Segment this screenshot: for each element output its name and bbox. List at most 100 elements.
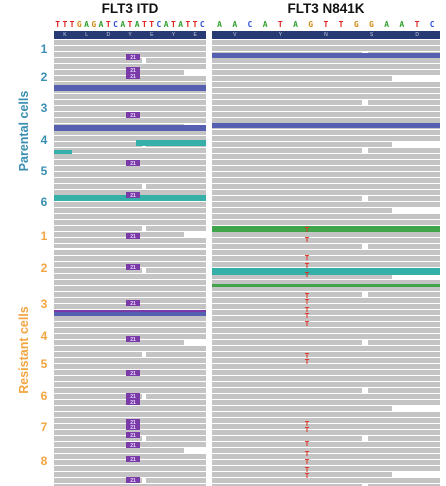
read — [54, 478, 142, 483]
mismatch-base: T — [305, 467, 310, 474]
read — [54, 448, 184, 453]
read — [212, 94, 440, 99]
mismatch-base: T — [305, 313, 310, 320]
read — [54, 100, 206, 105]
read — [54, 202, 206, 207]
read — [212, 274, 392, 279]
reference-base: A — [399, 20, 405, 29]
read — [212, 148, 362, 153]
amino-acid: D — [415, 32, 419, 38]
read — [212, 184, 440, 189]
read — [212, 406, 392, 411]
read — [54, 142, 142, 147]
read-gap — [54, 183, 206, 184]
amino-acid: E — [193, 32, 197, 38]
reference-base: T — [105, 20, 111, 29]
read — [146, 352, 206, 357]
read — [368, 436, 440, 441]
read — [212, 484, 362, 486]
insertion-label: 21 — [130, 394, 136, 400]
read-gap — [54, 105, 206, 106]
reference-base: G — [308, 20, 314, 29]
read — [212, 220, 440, 225]
read — [212, 112, 440, 117]
reference-base: A — [293, 20, 298, 29]
mismatch-base: T — [305, 321, 310, 328]
mismatch-base: T — [305, 299, 310, 306]
read — [54, 364, 206, 369]
insertion-marker — [126, 477, 140, 483]
read — [212, 478, 440, 483]
read-gap — [54, 248, 206, 250]
insertion-marker — [126, 54, 140, 60]
read — [54, 460, 206, 465]
read — [146, 268, 206, 273]
read — [368, 244, 440, 249]
amino-acid: Y — [171, 32, 176, 38]
read — [212, 364, 440, 369]
read — [212, 340, 362, 345]
read — [146, 226, 206, 231]
insertion-marker — [126, 192, 140, 198]
read — [212, 328, 440, 333]
read — [54, 178, 206, 183]
read — [54, 208, 206, 213]
resistant-sample-number: 3 — [40, 297, 48, 311]
mismatch-base: T — [305, 451, 310, 458]
read — [212, 106, 440, 111]
read — [212, 202, 440, 207]
parental-cells-label: Parental cells — [17, 90, 31, 172]
read — [54, 244, 206, 249]
insertion-label: 21 — [130, 478, 136, 484]
read-gap — [54, 255, 206, 256]
amino-acid: Y — [128, 32, 132, 38]
insertion-marker — [126, 67, 140, 73]
insertion-label: 21 — [130, 74, 136, 80]
read — [212, 46, 440, 51]
insertion-label: 21 — [130, 55, 136, 61]
reference-base: T — [55, 20, 61, 29]
insertion-label: 21 — [130, 457, 136, 463]
read — [54, 118, 206, 123]
reference-base: C — [429, 20, 435, 29]
read-gap — [54, 81, 206, 82]
reference-base: A — [84, 20, 89, 29]
reference-base: T — [323, 20, 329, 29]
read — [212, 136, 440, 141]
reference-base: G — [369, 20, 374, 29]
read — [146, 184, 206, 189]
read — [54, 94, 206, 99]
mismatch-base: T — [305, 459, 310, 466]
read — [212, 70, 440, 75]
reference-base: A — [134, 20, 140, 29]
read — [54, 340, 184, 345]
read — [54, 82, 206, 87]
read-highlight — [212, 284, 440, 287]
read — [212, 100, 362, 105]
read-gap — [54, 333, 206, 334]
read — [212, 196, 362, 201]
mismatch-base: T — [305, 307, 310, 314]
insertion-marker — [126, 112, 140, 118]
read — [212, 130, 440, 135]
amino-acid: V — [233, 32, 237, 38]
mismatch-base: T — [305, 255, 310, 262]
read — [212, 352, 440, 357]
read — [54, 376, 206, 381]
read — [212, 286, 440, 291]
read — [368, 148, 440, 153]
read — [212, 448, 440, 453]
read — [146, 58, 206, 63]
read — [54, 64, 206, 69]
insertion-marker — [126, 442, 140, 448]
read-panel-itd: 21 21 21 21 21 21 21 21 21 21 21 21 21 21 21 21 21 21 21 — [54, 40, 206, 486]
read — [212, 424, 440, 429]
read — [212, 472, 392, 477]
parental-sample-number: 5 — [40, 164, 48, 178]
reference-base: T — [192, 20, 198, 29]
mismatch-base: T — [305, 421, 310, 428]
